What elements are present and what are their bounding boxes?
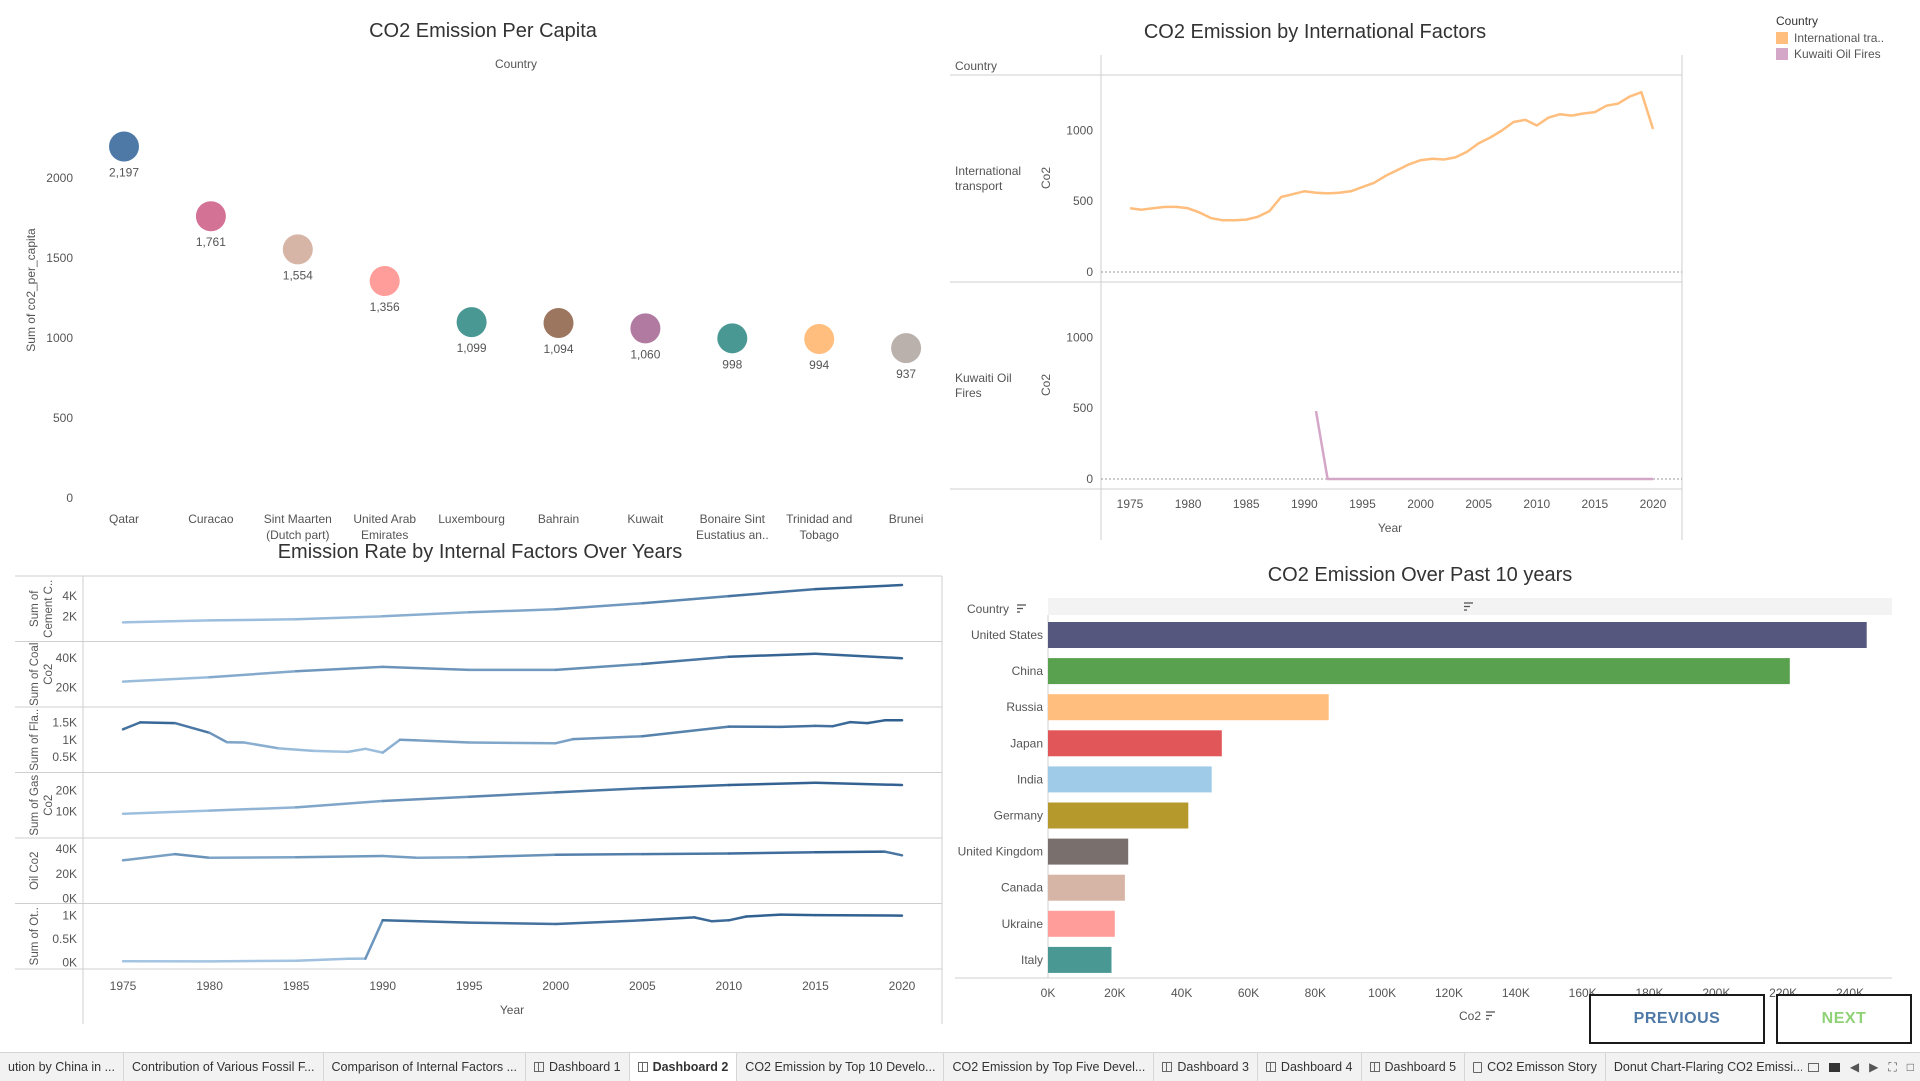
dashboard-icon	[638, 1062, 648, 1072]
top10-bar-china[interactable]	[1048, 658, 1790, 684]
top10-category-label: Russia	[1006, 700, 1043, 714]
sheet-tab-label: CO2 Emission by Top 10 Develo...	[745, 1060, 935, 1074]
next-sheet-icon[interactable]: ▶	[1869, 1060, 1878, 1074]
dashboard-icon	[1370, 1062, 1380, 1072]
sheet-tab-bar: ution by China in ... Contribution of Var…	[0, 1052, 1920, 1081]
top10-country-header[interactable]: Country	[967, 602, 1009, 616]
top10-bar-germany[interactable]	[1048, 803, 1188, 829]
top10-title: CO2 Emission Over Past 10 years	[1268, 564, 1573, 586]
previous-button[interactable]: PREVIOUS	[1589, 994, 1765, 1044]
top10-bar-united-states[interactable]	[1048, 622, 1867, 648]
sheet-tab-controls: ◀ ▶ ⛶ □	[1802, 1053, 1914, 1081]
top10-category-label: United Kingdom	[958, 845, 1043, 859]
top10-x-tick: 40K	[1171, 986, 1192, 1000]
sheet-tab-co2-emission-by-top-five-devel[interactable]: CO2 Emission by Top Five Devel...	[944, 1053, 1154, 1081]
top10-x-tick: 60K	[1238, 986, 1259, 1000]
sheet-tab-label: CO2 Emisson Story	[1487, 1060, 1597, 1074]
sheet-tab-co2-emission-by-top-10-develo[interactable]: CO2 Emission by Top 10 Develo...	[737, 1053, 944, 1081]
sheet-tab-label: Contribution of Various Fossil F...	[132, 1060, 314, 1074]
dashboard-icon	[1266, 1062, 1276, 1072]
top10-bar-united-kingdom[interactable]	[1048, 839, 1128, 865]
top10-x-tick: 0K	[1041, 986, 1056, 1000]
sheet-tab-co2-emisson-story[interactable]: CO2 Emisson Story	[1465, 1053, 1606, 1081]
top10-x-tick: 100K	[1368, 986, 1396, 1000]
grid-view-icon[interactable]	[1808, 1063, 1819, 1072]
sheet-tab-label: Dashboard 4	[1281, 1060, 1353, 1074]
top10-category-label: Japan	[1010, 736, 1043, 750]
top10-x-tick: 20K	[1104, 986, 1125, 1000]
sheet-tab-label: Comparison of Internal Factors ...	[332, 1060, 518, 1074]
sheet-tab-comparison-of-internal-factors[interactable]: Comparison of Internal Factors ...	[324, 1053, 527, 1081]
top10-x-tick: 120K	[1435, 986, 1463, 1000]
top10-bar-ukraine[interactable]	[1048, 911, 1115, 937]
top10-bar-india[interactable]	[1048, 766, 1212, 792]
dashboard-icon	[534, 1062, 544, 1072]
filmstrip-icon[interactable]	[1829, 1063, 1840, 1072]
top10-bar-italy[interactable]	[1048, 947, 1112, 973]
story-icon	[1473, 1062, 1482, 1073]
top10-category-label: Germany	[994, 809, 1043, 823]
dashboard-icon	[1162, 1062, 1172, 1072]
top10-bar-chart: CO2 Emission Over Past 10 years Country …	[0, 0, 1920, 1040]
top10-category-label: India	[1017, 772, 1043, 786]
sheet-tab-label: Dashboard 1	[549, 1060, 621, 1074]
sheet-tab-ution-by-china-in[interactable]: ution by China in ...	[0, 1053, 124, 1081]
sheet-tab-label: ution by China in ...	[8, 1060, 115, 1074]
top10-category-label: Canada	[1001, 881, 1043, 895]
sheet-tab-contribution-of-various-fossil-f[interactable]: Contribution of Various Fossil F...	[124, 1053, 323, 1081]
top10-category-label: United States	[971, 628, 1043, 642]
sheet-tab-donut-chart-flaring-co2-emissi[interactable]: Donut Chart-Flaring CO2 Emissi...	[1606, 1053, 1813, 1081]
sheet-tab-dashboard-3[interactable]: Dashboard 3	[1154, 1053, 1258, 1081]
top10-category-label: Ukraine	[1002, 917, 1044, 931]
top10-bar-japan[interactable]	[1048, 730, 1222, 756]
top10-category-label: China	[1012, 664, 1044, 678]
top10-category-label: Italy	[1021, 953, 1043, 967]
sheet-tab-dashboard-1[interactable]: Dashboard 1	[526, 1053, 630, 1081]
prev-sheet-icon[interactable]: ◀	[1850, 1060, 1859, 1074]
sheet-tab-label: CO2 Emission by Top Five Devel...	[952, 1060, 1145, 1074]
sheet-tab-label: Dashboard 3	[1177, 1060, 1249, 1074]
sheet-tab-dashboard-5[interactable]: Dashboard 5	[1362, 1053, 1466, 1081]
sort-icon[interactable]	[1017, 605, 1026, 612]
fullscreen-icon[interactable]: ⛶	[1888, 1060, 1896, 1075]
sheet-tab-dashboard-2[interactable]: Dashboard 2	[630, 1053, 738, 1081]
sheet-tab-label: Dashboard 5	[1385, 1060, 1457, 1074]
top10-x-tick: 80K	[1305, 986, 1326, 1000]
top10-x-tick: 140K	[1502, 986, 1530, 1000]
top10-bar-russia[interactable]	[1048, 694, 1329, 720]
next-button[interactable]: NEXT	[1776, 994, 1912, 1044]
top10-bar-canada[interactable]	[1048, 875, 1125, 901]
sheet-tab-label: Donut Chart-Flaring CO2 Emissi...	[1614, 1060, 1804, 1074]
sort-field-icon[interactable]	[1486, 1012, 1495, 1019]
present-icon[interactable]: □	[1907, 1060, 1914, 1074]
top10-x-axis-label: Co2	[1459, 1009, 1481, 1023]
sheet-tab-label: Dashboard 2	[653, 1060, 729, 1074]
sheet-tab-dashboard-4[interactable]: Dashboard 4	[1258, 1053, 1362, 1081]
